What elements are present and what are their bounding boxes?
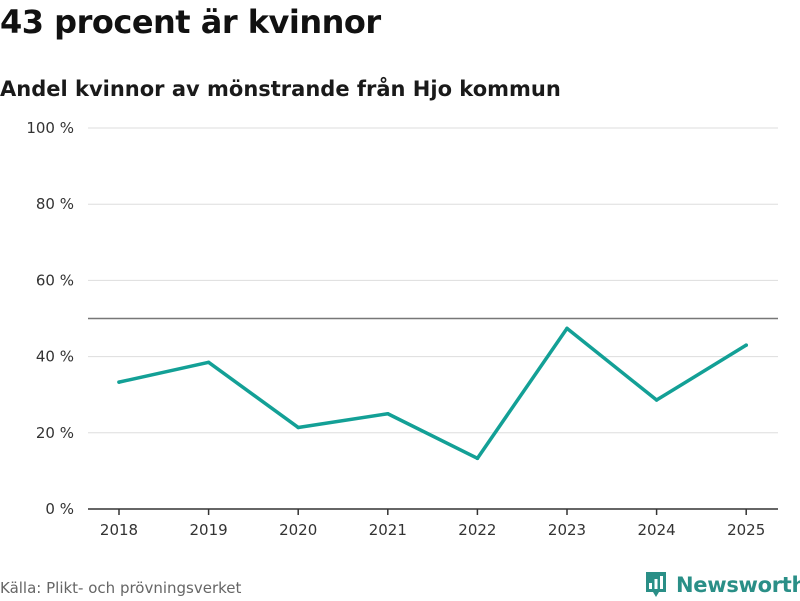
y-tick-label: 60 %: [36, 271, 74, 289]
data-point: [654, 398, 659, 402]
data-point: [565, 326, 569, 331]
source-note: Källa: Plikt- och prövningsverket: [0, 579, 242, 597]
x-axis: [88, 508, 778, 515]
data-point: [744, 343, 748, 347]
data-point: [117, 380, 121, 384]
grid-lines: [88, 127, 778, 434]
y-tick-label: 40 %: [36, 348, 74, 366]
x-tick-label: 2021: [369, 521, 407, 539]
y-tick-label: 20 %: [36, 424, 74, 442]
y-tick-label: 100 %: [26, 119, 74, 137]
y-axis-tick-labels: 0 % 20 % 40 % 60 % 80 % 100 %: [26, 119, 74, 518]
series-layer: [117, 326, 748, 461]
x-tick-label: 2019: [190, 521, 228, 539]
x-tick-label: 2020: [279, 521, 317, 539]
data-point: [296, 425, 300, 430]
data-point: [206, 360, 211, 365]
chart-title: 43 procent är kvinnor: [0, 3, 381, 41]
y-tick-label: 80 %: [36, 195, 74, 213]
series-line: [117, 326, 748, 461]
data-point: [475, 456, 480, 461]
x-tick-label: 2022: [458, 521, 496, 539]
x-tick-label: 2025: [727, 521, 765, 539]
chart-subtitle: Andel kvinnor av mönstrande från Hjo kom…: [0, 77, 561, 101]
data-point: [386, 412, 390, 416]
newsworthy-logo-icon: [646, 572, 666, 597]
x-tick-label: 2024: [638, 521, 676, 539]
y-tick-label: 0 %: [45, 500, 74, 518]
brand-name: Newsworthy: [676, 573, 800, 597]
x-tick-label: 2023: [548, 521, 586, 539]
brand-logo: Newsworthy: [644, 569, 800, 601]
x-axis-tick-labels: 2018 2019 2020 2021 2022 2023 2024 2025: [100, 521, 765, 539]
x-tick-label: 2018: [100, 521, 138, 539]
